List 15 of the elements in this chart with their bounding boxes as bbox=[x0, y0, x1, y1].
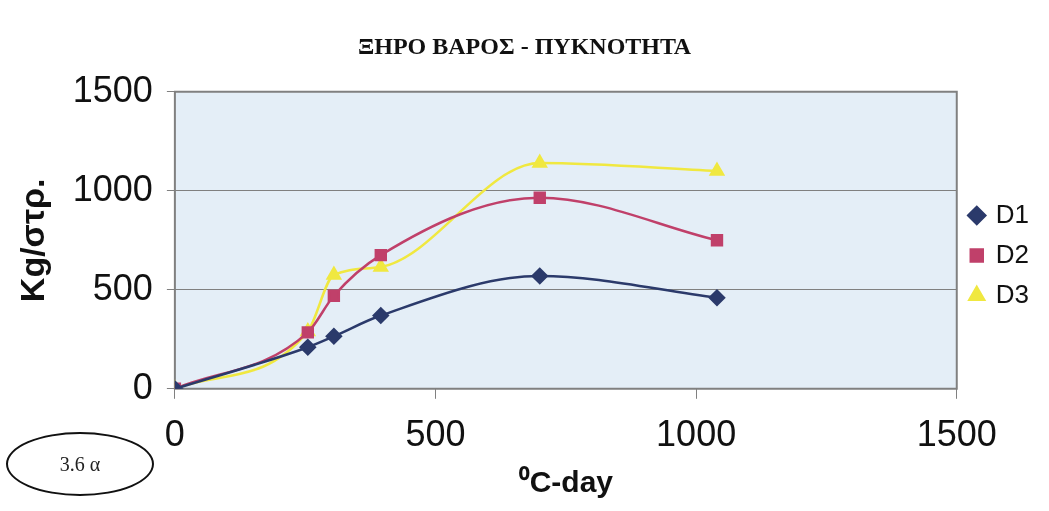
chart-title: ΞΗΡΟ ΒΑΡΟΣ - ΠΥΚΝΟΤΗΤΑ bbox=[358, 32, 692, 59]
text: 3.6 α bbox=[6, 432, 154, 496]
y-tick-label: 1000 bbox=[72, 167, 153, 209]
x-axis-title: ⁰C-day bbox=[518, 465, 614, 499]
y-tick-label: 1500 bbox=[72, 68, 153, 110]
y-tick-label: 0 bbox=[132, 365, 153, 407]
y-axis-title: Kg/στρ. bbox=[12, 178, 51, 303]
x-tick-label: 0 bbox=[164, 413, 185, 455]
legend-label: D2 bbox=[995, 238, 1030, 269]
y-tick-label: 500 bbox=[92, 266, 153, 308]
x-tick-label: 1000 bbox=[656, 413, 737, 455]
legend-label: D3 bbox=[995, 278, 1030, 309]
legend-label: D1 bbox=[995, 198, 1030, 229]
x-tick-label: 1500 bbox=[916, 413, 997, 455]
x-tick-label: 500 bbox=[405, 413, 466, 455]
